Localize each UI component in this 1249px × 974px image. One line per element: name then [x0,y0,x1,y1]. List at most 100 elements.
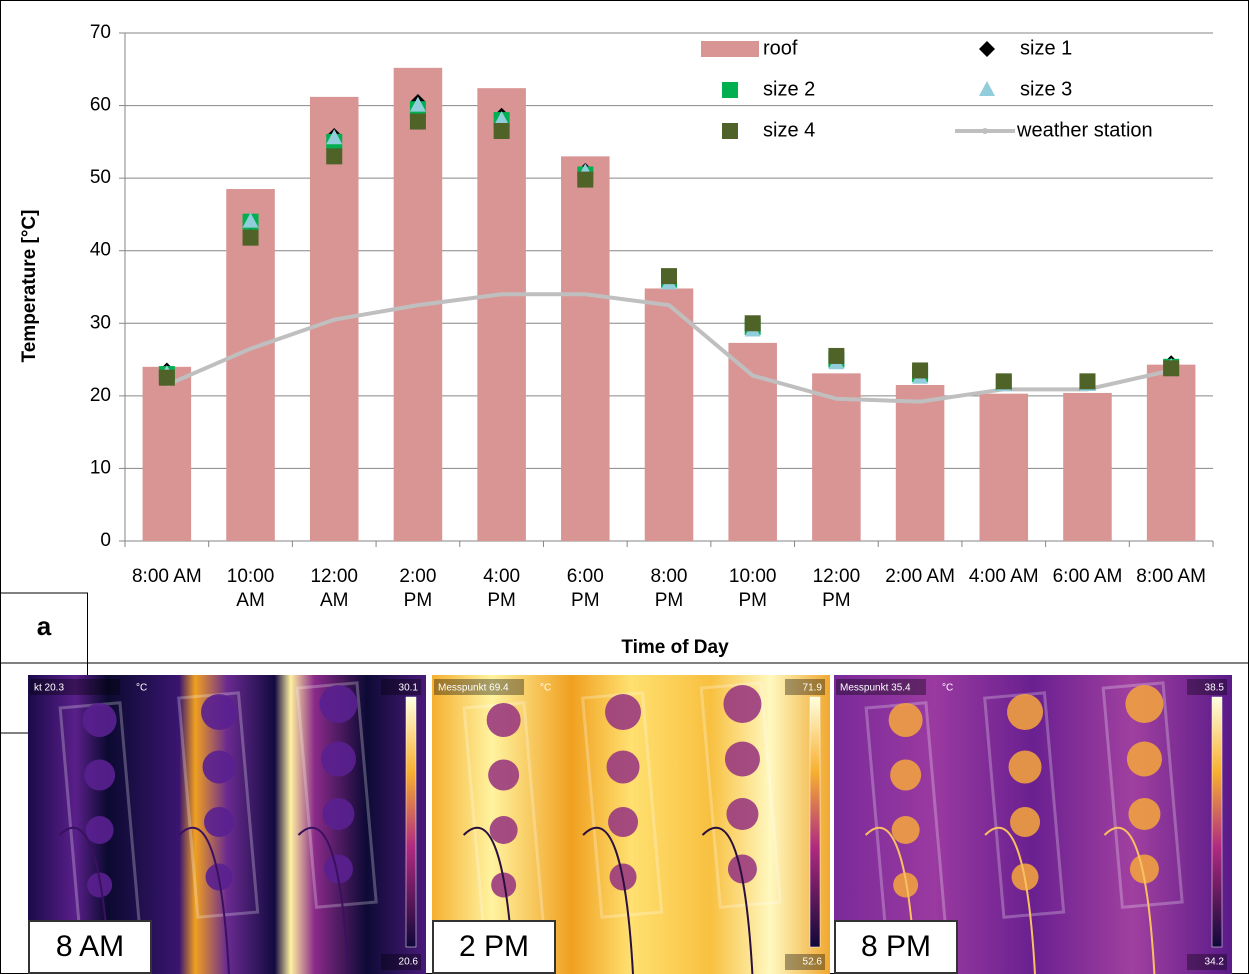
min-label: 52.6 [803,957,823,968]
legend-label: size 4 [763,119,815,141]
sample-plate [699,681,782,909]
sample [727,854,757,884]
sample [608,807,639,837]
bar [644,288,694,541]
wire [984,826,1036,974]
sample [1010,807,1041,837]
sample-plate [983,691,1066,919]
legend-label: weather station [1016,119,1153,141]
marker [1079,373,1096,390]
caption-box [432,920,556,974]
sample [323,854,353,884]
marker [493,111,510,127]
sample [726,798,759,830]
x-tick-label: 8:00 PM [650,566,688,611]
caption-box [28,920,152,974]
legend-swatch [722,123,738,139]
bar [1063,392,1112,541]
sample [319,685,358,723]
probe-label: Messpunkt 69.4 [438,683,509,694]
x-tick-label: 4:00 PM [483,566,521,611]
bar [1146,364,1196,541]
wire [297,826,350,974]
min-label: 20.6 [399,957,419,968]
legend-swatch [701,41,759,57]
bar [226,189,275,541]
colorbar [809,696,821,948]
sample [84,759,116,791]
sample [891,816,920,844]
sample [723,685,762,723]
marker [995,373,1012,390]
min-label: 34.2 [1205,957,1225,968]
marker [158,369,175,386]
sample [85,816,114,844]
max-label: 71.9 [803,683,823,694]
marker [409,113,426,130]
y-tick-label: 10 [90,457,111,478]
marker [828,347,845,364]
marker [744,315,761,332]
sample [1128,798,1161,830]
marker [326,148,343,165]
legend-label: size 3 [1020,78,1072,100]
max-box [1187,679,1227,695]
bar [979,393,1029,541]
sample [890,759,922,791]
y-tick-label: 30 [90,312,111,333]
marker [409,96,426,112]
marker [242,229,259,246]
sample-plate [295,681,378,909]
x-tick-label: 12:00 AM [310,566,358,611]
probe-box [434,679,524,695]
sample [606,750,640,784]
legend-label: size 2 [763,78,815,100]
caption: 2 PM [459,930,529,963]
marker [242,212,259,228]
bar [142,366,192,541]
panel-box [0,592,88,664]
marker [577,171,594,188]
y-tick-label: 0 [100,530,111,551]
wire [701,826,754,974]
y-tick-label: 70 [90,22,111,43]
panel-label: a [37,611,52,641]
unit-label: °C [136,683,147,694]
max-label: 30.1 [399,683,419,694]
legend-swatch [979,41,995,57]
wire [1103,826,1156,974]
y-tick-label: 50 [90,167,111,188]
marker [493,122,510,139]
y-tick-label: 40 [90,240,111,261]
y-axis-title: Temperature [°C] [19,210,40,363]
sample [489,816,518,844]
caption: 8 PM [861,930,931,963]
caption: 8 AM [56,930,124,963]
sample [204,807,235,837]
sample-plate [581,691,664,919]
x-tick-label: 10:00 PM [728,566,777,611]
colorbar [1211,696,1223,948]
bar [477,88,526,541]
max-box [785,679,825,695]
marker [326,129,343,145]
sample [1008,750,1042,784]
sample [1129,854,1159,884]
x-axis-title: Time of Day [621,637,729,658]
x-tick-label: 10:00 AM [226,566,275,611]
probe-label: Messpunkt 35.4 [840,683,911,694]
sample [201,694,238,730]
sample-plate [177,691,260,919]
x-tick-label: 6:00 AM [1052,566,1123,587]
sample [322,798,355,830]
sample [486,703,521,737]
x-tick-label: 2:00 AM [885,566,955,587]
x-tick-label: 4:00 AM [968,566,1039,587]
max-box [381,679,421,695]
wire [582,826,634,974]
sample [488,759,520,791]
x-tick-label: 8:00 AM [131,566,202,587]
marker [1163,360,1180,377]
